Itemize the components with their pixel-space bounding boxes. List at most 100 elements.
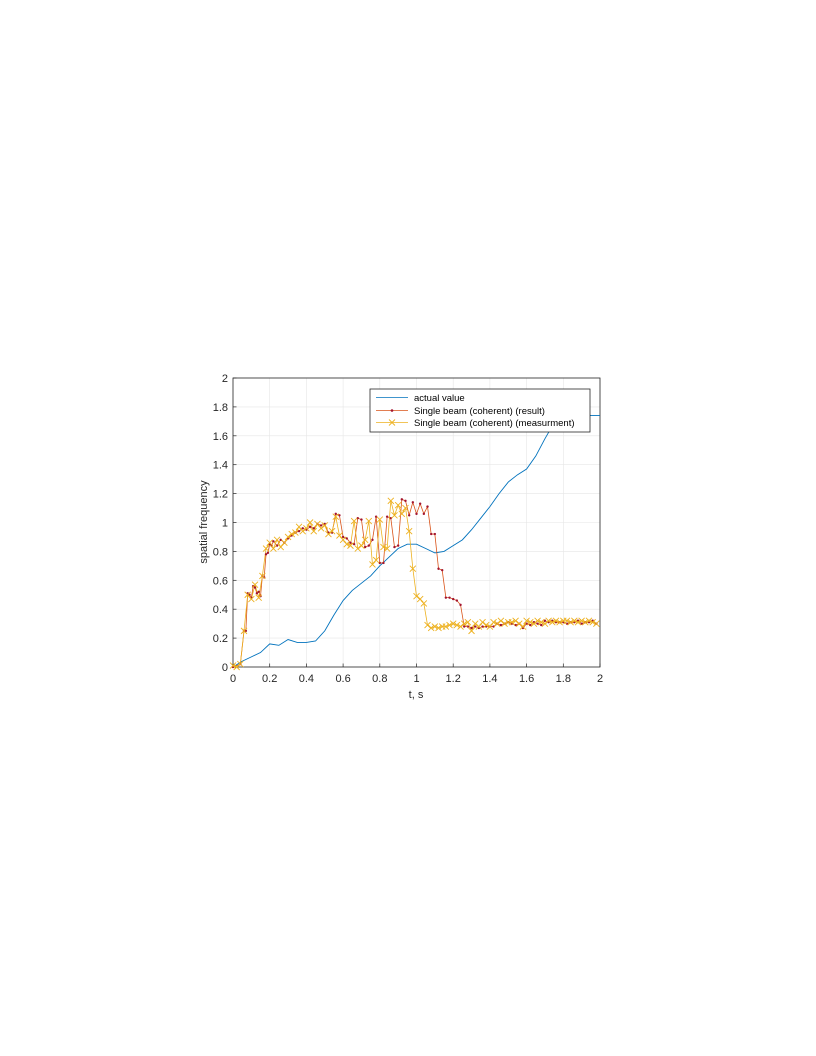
measurment-point bbox=[358, 542, 365, 549]
result-point bbox=[492, 625, 495, 628]
result-point bbox=[514, 623, 517, 627]
result-point bbox=[275, 544, 279, 547]
measurment-point bbox=[369, 561, 376, 568]
measurment-point bbox=[259, 572, 266, 580]
measurment-point bbox=[497, 617, 505, 625]
result-point bbox=[279, 538, 282, 542]
measurment-point bbox=[306, 519, 314, 526]
measurment-point bbox=[537, 618, 545, 626]
result-point bbox=[411, 501, 415, 504]
result-point bbox=[272, 540, 275, 543]
y-tick-label: 2 bbox=[222, 373, 228, 385]
measurment-point bbox=[332, 513, 340, 521]
x-axis-label: t, s bbox=[409, 689, 424, 701]
measurment-point bbox=[266, 539, 274, 547]
measurment-point bbox=[570, 617, 578, 625]
measurment-point bbox=[420, 600, 428, 607]
result-point bbox=[297, 529, 301, 533]
x-tick-label: 0.4 bbox=[299, 673, 314, 685]
measurment-point bbox=[365, 517, 373, 525]
measurment-point bbox=[479, 618, 486, 626]
result-point bbox=[374, 515, 378, 518]
result-point bbox=[525, 622, 528, 625]
measurment-point bbox=[563, 617, 571, 625]
measurment-point bbox=[493, 620, 501, 627]
measurment-point bbox=[457, 623, 464, 630]
result-point bbox=[422, 512, 426, 516]
measurment-point bbox=[589, 618, 596, 626]
measurment-point bbox=[314, 520, 321, 528]
measurment-point bbox=[292, 529, 299, 536]
x-tick-label: 1.2 bbox=[446, 673, 461, 685]
result-point bbox=[418, 502, 422, 505]
measurment-point bbox=[449, 620, 457, 627]
result-point bbox=[400, 498, 404, 501]
measurment-point bbox=[482, 621, 490, 629]
result-point bbox=[429, 532, 433, 536]
measurment-point bbox=[299, 527, 307, 535]
result-point bbox=[338, 514, 341, 517]
measurment-point bbox=[519, 623, 527, 630]
measurment-point bbox=[501, 620, 508, 627]
measurment-point bbox=[446, 621, 453, 629]
measurment-point bbox=[523, 617, 530, 625]
measurment-point bbox=[475, 623, 483, 630]
measurment-point bbox=[431, 623, 439, 630]
measurment-point bbox=[325, 530, 332, 538]
result-point bbox=[319, 524, 323, 527]
measurment-point bbox=[277, 543, 285, 551]
measurment-point bbox=[251, 581, 259, 588]
measurment-point bbox=[435, 624, 442, 632]
measurment-point bbox=[288, 530, 296, 538]
measurment-point bbox=[585, 617, 593, 625]
measurment-point bbox=[273, 536, 281, 544]
measurment-point bbox=[321, 522, 329, 529]
axis-ticks: 0 0.2 0.4 0.6 0.8 1 1.2 1.4 1.6 1.8 2 0 0.2 0.4 0.6 0.8… bbox=[213, 373, 603, 685]
result-point bbox=[363, 545, 367, 549]
measurment-point bbox=[361, 536, 369, 544]
measurment-point bbox=[424, 621, 431, 629]
legend-label-result: Single beam (coherent) (result) bbox=[414, 406, 545, 417]
result-point bbox=[334, 512, 337, 516]
result-point bbox=[255, 592, 259, 595]
measurment-point bbox=[343, 540, 351, 548]
result-point bbox=[452, 597, 455, 601]
measurment-point bbox=[545, 617, 552, 625]
measurment-point bbox=[409, 565, 417, 573]
measurment-point bbox=[582, 618, 589, 626]
measurment-point bbox=[490, 618, 497, 626]
measurment-point bbox=[402, 504, 409, 512]
measurment-point bbox=[295, 523, 303, 531]
measurment-point bbox=[442, 623, 450, 630]
y-tick-label: 0.6 bbox=[213, 575, 228, 587]
measurment-point bbox=[398, 510, 406, 518]
result-point bbox=[448, 596, 451, 599]
result-point bbox=[426, 505, 429, 508]
x-tick-label: 1.4 bbox=[482, 673, 497, 685]
y-tick-label: 1.8 bbox=[213, 402, 228, 414]
result-point bbox=[389, 516, 393, 520]
measurment-point bbox=[556, 618, 563, 626]
x-tick-label: 0 bbox=[230, 673, 236, 685]
measurment-point bbox=[541, 620, 549, 627]
measurment-point bbox=[255, 594, 263, 601]
result-point bbox=[455, 599, 459, 602]
x-tick-label: 1.8 bbox=[556, 673, 571, 685]
measurment-point bbox=[453, 621, 461, 629]
series-markers bbox=[229, 497, 600, 671]
result-point bbox=[444, 596, 448, 599]
result-point bbox=[536, 622, 539, 625]
result-point bbox=[540, 623, 543, 627]
x-tick-label: 1.6 bbox=[519, 673, 534, 685]
measurment-point bbox=[237, 660, 244, 668]
y-tick-label: 1.2 bbox=[213, 489, 228, 501]
legend: actual value Single beam (coherent) (res… bbox=[369, 388, 591, 433]
measurment-point bbox=[317, 524, 325, 532]
measurment-point bbox=[548, 618, 556, 626]
result-point bbox=[529, 623, 532, 627]
measurment-point bbox=[336, 532, 343, 539]
result-point bbox=[356, 516, 359, 520]
y-axis-label: spatial frequency bbox=[198, 480, 210, 564]
measurment-point bbox=[310, 527, 318, 535]
